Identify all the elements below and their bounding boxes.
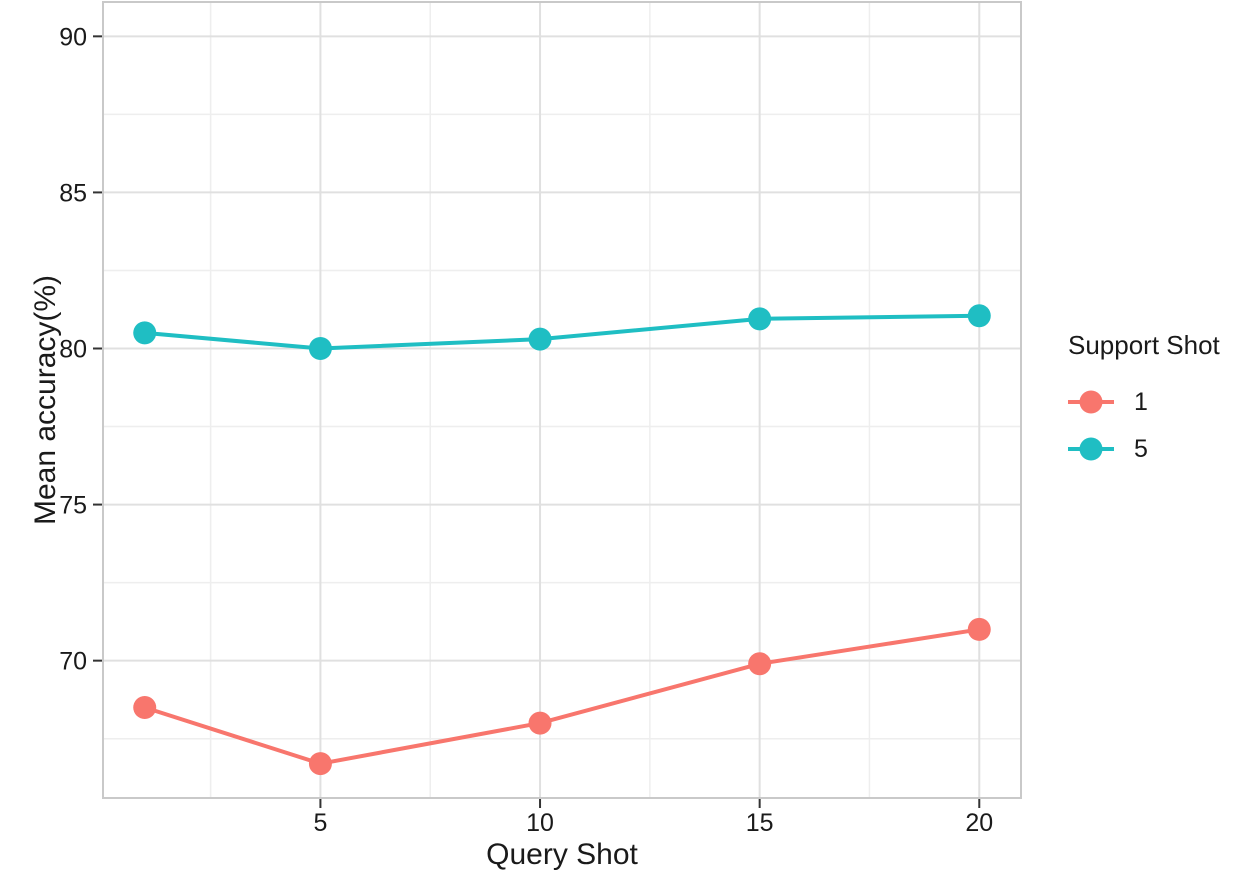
data-point-series-1: [308, 752, 332, 776]
x-axis-title: Query Shot: [486, 838, 638, 871]
data-point-series-1: [133, 695, 157, 719]
legend-item-label: 1: [1134, 387, 1148, 416]
data-point-series-5: [748, 307, 772, 331]
x-tick-label: 5: [313, 809, 327, 837]
y-tick-label: 75: [59, 492, 87, 520]
data-point-series-5: [967, 304, 991, 328]
legend-key: [1068, 385, 1114, 419]
data-point-series-1: [528, 711, 552, 735]
x-tick-label: 20: [965, 809, 993, 837]
y-tick-label: 70: [59, 648, 87, 676]
legend-item-label: 5: [1134, 434, 1148, 463]
data-point-series-1: [967, 617, 991, 641]
y-tick-label: 80: [59, 335, 87, 363]
data-point-series-5: [308, 336, 332, 360]
legend: Support Shot 1 5: [1068, 330, 1220, 479]
panel-background: [103, 2, 1021, 798]
legend-item: 5: [1068, 432, 1220, 466]
x-tick-label: 15: [746, 809, 774, 837]
data-point-series-5: [528, 327, 552, 351]
legend-key-dot-icon: [1079, 437, 1103, 461]
y-axis-title: Mean accuracy(%): [29, 274, 62, 526]
y-tick-label: 85: [59, 179, 87, 207]
data-point-series-1: [748, 652, 772, 676]
y-tick-label: 90: [59, 23, 87, 51]
legend-key: [1068, 432, 1114, 466]
data-point-series-5: [133, 321, 157, 345]
legend-item: 1: [1068, 385, 1220, 419]
x-tick-label: 10: [526, 809, 554, 837]
legend-key-dot-icon: [1079, 390, 1103, 414]
panel-border: [102, 1, 1022, 799]
legend-title: Support Shot: [1068, 330, 1220, 360]
